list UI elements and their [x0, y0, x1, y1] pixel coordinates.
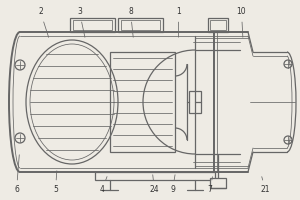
- Text: 4: 4: [100, 177, 107, 194]
- Text: 21: 21: [261, 177, 270, 194]
- Text: 6: 6: [14, 155, 19, 194]
- Bar: [210, 20, 226, 30]
- Text: 10: 10: [237, 7, 246, 37]
- Bar: [210, 178, 226, 188]
- Text: 1: 1: [176, 7, 181, 37]
- Text: 9: 9: [170, 175, 175, 194]
- Bar: [95, 172, 215, 180]
- Text: 5: 5: [53, 171, 58, 194]
- Bar: [189, 91, 201, 113]
- Bar: [110, 52, 175, 152]
- Text: 8: 8: [128, 7, 133, 37]
- Bar: [118, 18, 163, 32]
- Bar: [121, 20, 160, 30]
- Text: 7: 7: [208, 177, 212, 194]
- Bar: [73, 20, 112, 30]
- Bar: [70, 18, 115, 32]
- Bar: [208, 18, 228, 32]
- Text: 24: 24: [150, 175, 159, 194]
- Text: 3: 3: [77, 7, 85, 37]
- Text: 2: 2: [38, 7, 49, 37]
